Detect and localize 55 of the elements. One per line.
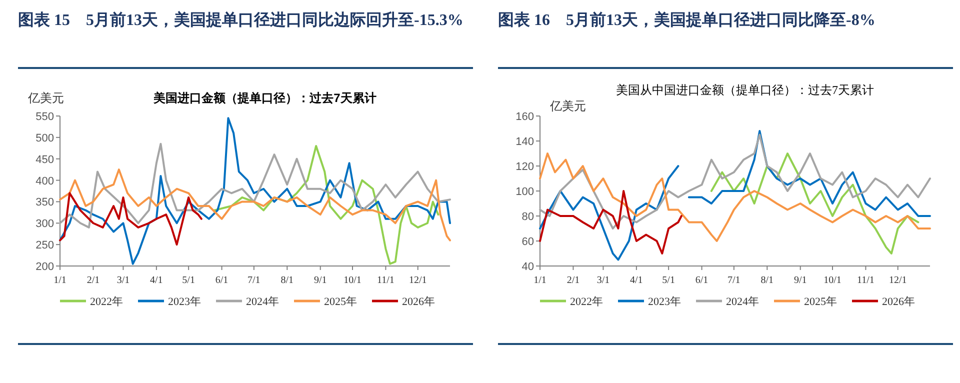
y-tick-label: 400 <box>36 175 54 188</box>
y-tick-label: 350 <box>36 196 54 209</box>
x-tick-label: 12/1 <box>888 275 907 286</box>
x-tick-label: 5/1 <box>662 275 675 286</box>
legend-label: 2026年 <box>402 296 435 308</box>
x-tick-label: 5/1 <box>182 275 195 286</box>
x-tick-label: 6/1 <box>695 275 708 286</box>
y-tick-label: 300 <box>36 218 54 230</box>
y-tick-label: 500 <box>36 132 54 144</box>
x-tick-label: 1/1 <box>534 275 546 286</box>
y-tick-label: 140 <box>516 136 534 148</box>
y-tick-label: 250 <box>36 240 54 252</box>
y-axis-title: 亿美元 <box>549 99 586 113</box>
x-tick-label: 1/1 <box>54 275 66 286</box>
y-tick-label: 80 <box>522 211 534 223</box>
y-tick-label: 200 <box>36 261 54 273</box>
x-tick-label: 8/1 <box>760 275 774 286</box>
legend-label: 2022年 <box>570 296 603 308</box>
y-axis-title: 亿美元 <box>27 91 64 105</box>
x-tick-label: 9/1 <box>794 275 807 286</box>
x-tick-label: 8/1 <box>280 275 294 286</box>
x-tick-label: 9/1 <box>314 275 327 286</box>
legend-label: 2025年 <box>804 296 837 308</box>
x-tick-label: 4/1 <box>630 275 643 286</box>
y-tick-label: 60 <box>522 236 534 248</box>
x-tick-label: 7/1 <box>248 275 260 286</box>
y-tick-label: 450 <box>36 154 54 166</box>
x-tick-label: 6/1 <box>215 275 228 286</box>
x-tick-label: 11/1 <box>377 275 394 286</box>
legend-label: 2023年 <box>168 296 201 308</box>
chart-title: 图表 15 5月前13天，美国提单口径进口同比边际回升至-15.3% <box>18 10 464 31</box>
x-tick-label: 10/1 <box>344 275 362 286</box>
x-tick-label: 3/1 <box>116 275 130 286</box>
x-tick-label: 4/1 <box>150 275 163 286</box>
legend-label: 2025年 <box>324 296 357 308</box>
y-tick-label: 40 <box>522 261 534 273</box>
legend-label: 2024年 <box>246 296 279 308</box>
x-tick-label: 10/1 <box>824 275 842 286</box>
chart-title: 图表 16 5月前13天，美国提单口径进口同比降至-8% <box>498 10 876 31</box>
chart-subtitle: 美国从中国进口金额（提单口径）：过去7天累计 <box>616 83 874 97</box>
x-tick-label: 7/1 <box>728 275 740 286</box>
legend-label: 2022年 <box>90 296 123 308</box>
legend-label: 2024年 <box>726 296 759 308</box>
x-tick-label: 3/1 <box>596 275 610 286</box>
legend-label: 2026年 <box>882 296 915 308</box>
x-tick-label: 11/1 <box>857 275 874 286</box>
y-tick-label: 120 <box>516 161 534 173</box>
chart-subtitle: 美国进口金额（提单口径）：过去7天累计 <box>152 91 376 105</box>
y-tick-label: 550 <box>36 111 54 123</box>
x-tick-label: 12/1 <box>408 275 427 286</box>
y-tick-label: 160 <box>516 111 534 123</box>
legend-label: 2023年 <box>648 296 681 308</box>
y-tick-label: 100 <box>516 186 534 198</box>
x-tick-label: 2/1 <box>566 275 580 286</box>
x-tick-label: 2/1 <box>86 275 100 286</box>
